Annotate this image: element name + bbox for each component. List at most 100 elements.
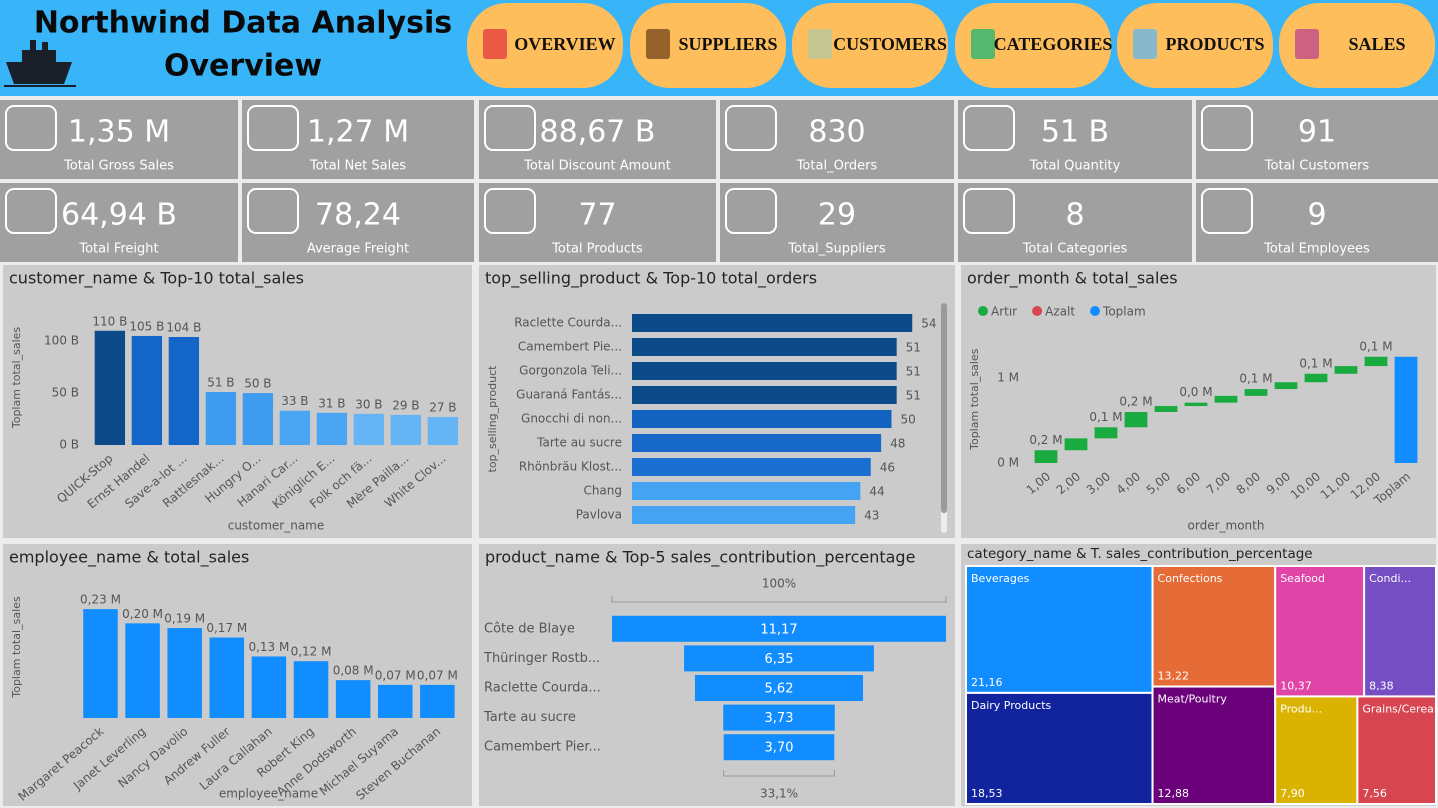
value-label: 50 B [244, 377, 271, 391]
nav-icon [483, 29, 507, 59]
funnel-bottom-label: 33,1% [760, 787, 798, 801]
kpi-label: Total Employees [1263, 242, 1370, 257]
value-label: 0,1 M [1299, 356, 1332, 370]
nav-label[interactable]: CUSTOMERS [833, 34, 947, 54]
value-label: 13,22 [1158, 670, 1190, 683]
nav-button-bg[interactable] [1279, 3, 1435, 88]
y-axis-title: Toplam total_sales [968, 348, 981, 451]
nav-button[interactable]: OVERVIEW [467, 3, 623, 88]
category-label: Côte de Blaye [484, 621, 575, 636]
bar [632, 434, 882, 452]
dashboard-title: Northwind Data Analysis [34, 6, 452, 41]
treemap-tile [1274, 565, 1366, 698]
kpi-icon [5, 105, 57, 151]
kpi-card: 9 Total Employees [1196, 183, 1438, 262]
value-label: 51 B [207, 376, 234, 390]
bracket [611, 596, 947, 603]
kpi-value: 64,94 B [61, 198, 177, 233]
kpi-icon [963, 105, 1015, 151]
bar [353, 413, 385, 445]
value-label: 33 B [281, 394, 308, 408]
category-label: Thüringer Rostb... [483, 651, 600, 666]
kpi-icon [484, 105, 536, 151]
bar [205, 392, 237, 445]
y-tick-label: Rhönbräu Klost... [519, 460, 622, 474]
kpi-icon [1201, 105, 1253, 151]
kpi-value: 830 [808, 115, 865, 150]
bar [167, 628, 202, 718]
nav-icon [1133, 29, 1157, 59]
nav-button-bg[interactable] [467, 3, 623, 88]
bar [390, 414, 422, 445]
legend-marker [1090, 306, 1101, 316]
chart-title: order_month & total_sales [967, 269, 1178, 289]
kpi-card-bg [958, 183, 1192, 262]
nav-button[interactable]: PRODUCTS [1117, 3, 1273, 88]
y-tick-label: Pavlova [576, 508, 622, 522]
value-label: 0,13 M [248, 640, 289, 654]
bar [83, 609, 118, 718]
kpi-label: Total Products [551, 242, 643, 257]
nav-button-bg[interactable] [630, 3, 786, 88]
bar [279, 410, 311, 445]
value-label: 0,1 M [1089, 410, 1122, 424]
kpi-card-bg [479, 183, 716, 262]
nav-label[interactable]: SUPPLIERS [678, 34, 777, 54]
y-tick-label: 0 B [59, 438, 79, 452]
kpi-icon [1201, 188, 1253, 234]
waterfall-bar [1184, 402, 1208, 407]
ship-logo [4, 40, 76, 87]
bar [632, 314, 913, 332]
nav-label[interactable]: OVERVIEW [514, 34, 615, 54]
waterfall-bar [1334, 366, 1358, 374]
kpi-card: 51 B Total Quantity [958, 100, 1192, 179]
value-label: 0,0 M [1179, 385, 1212, 399]
y-tick-label: Guaraná Fantás... [516, 388, 622, 402]
dashboard-subtitle: Overview [164, 49, 322, 84]
kpi-card-bg [242, 100, 474, 179]
x-axis-title: employee_name [219, 787, 318, 801]
nav-button-bg[interactable] [955, 3, 1111, 88]
value-label: 12,88 [1158, 787, 1190, 800]
value-label: 0,2 M [1119, 395, 1152, 409]
bar [209, 637, 245, 718]
kpi-card: 1,35 M Total Gross Sales [0, 100, 238, 179]
kpi-icon [247, 105, 299, 151]
waterfall-bar [1214, 395, 1238, 403]
nav-button[interactable]: SALES [1279, 3, 1435, 88]
value-label: 51 [906, 341, 921, 355]
bar [632, 482, 861, 500]
value-label: 30 B [355, 397, 382, 411]
kpi-card-bg [1196, 100, 1438, 179]
tile-label: Dairy Products [971, 699, 1052, 712]
tile-label: Beverages [971, 572, 1030, 585]
value-label: 29 B [392, 398, 419, 412]
nav-button-bg[interactable] [1117, 3, 1273, 88]
value-label: 7,90 [1280, 787, 1305, 800]
nav-label[interactable]: PRODUCTS [1165, 34, 1264, 54]
y-axis-title: top_selling_product [486, 365, 499, 473]
bar [632, 362, 897, 380]
nav-label[interactable]: SALES [1348, 34, 1405, 54]
funnel-bar [612, 615, 946, 642]
value-label: 10,37 [1280, 679, 1312, 692]
nav-button[interactable]: SUPPLIERS [630, 3, 786, 88]
nav-button[interactable]: CUSTOMERS [792, 3, 948, 88]
nav-button-bg[interactable] [792, 3, 948, 88]
bar [293, 661, 329, 718]
value-label: 27 B [429, 400, 456, 414]
bar [316, 412, 348, 445]
total-bar [1394, 356, 1418, 463]
value-label: 110 B [92, 314, 127, 328]
y-tick-label: 0 M [997, 456, 1019, 470]
kpi-card-bg [720, 100, 954, 179]
bar [242, 393, 274, 445]
y-tick-label: 50 B [52, 386, 79, 400]
y-axis-title: Toplam total_sales [10, 596, 23, 699]
nav-button[interactable]: CATEGORIES [955, 3, 1112, 88]
y-tick-label: Gorgonzola Teli... [519, 364, 622, 378]
nav-label[interactable]: CATEGORIES [994, 34, 1113, 54]
value-label: 0,07 M [417, 668, 458, 682]
value-label: 8,38 [1369, 679, 1394, 692]
nav-icon [808, 29, 832, 59]
